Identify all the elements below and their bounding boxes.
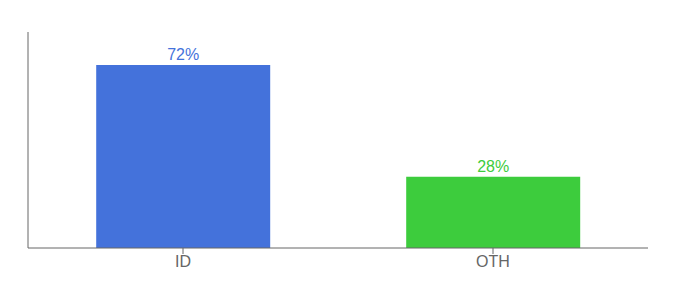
svg-text:72%: 72% [167,46,199,63]
svg-text:OTH: OTH [476,253,510,270]
svg-text:28%: 28% [477,158,509,175]
svg-text:ID: ID [175,253,191,270]
